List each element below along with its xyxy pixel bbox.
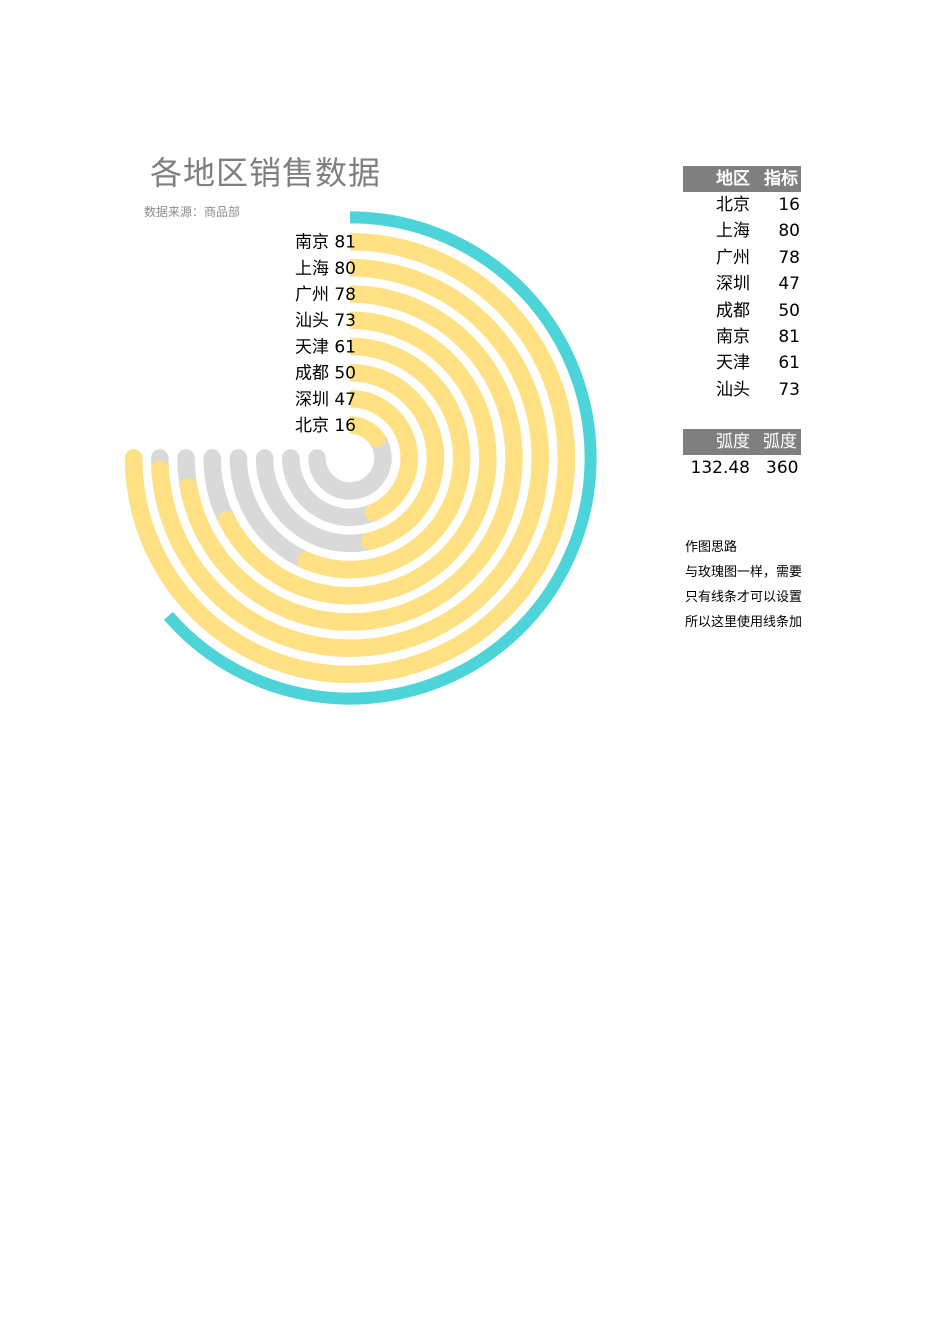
cell-metric: 73 bbox=[778, 379, 800, 400]
value-arc-上海 bbox=[151, 259, 549, 657]
cell-region: 天津 bbox=[716, 353, 750, 374]
arc-table-header: 弧度 弧度 bbox=[683, 429, 801, 455]
table-row: 汕头 73 bbox=[683, 377, 801, 403]
radial-bar-chart: 北京 16 深圳 47 成都 50 天津 61 汕头 73 广州 78 上海 80 南京 81 bbox=[124, 211, 597, 705]
value-arc-成都 bbox=[341, 363, 445, 550]
cell-region: 成都 bbox=[716, 300, 750, 321]
value-arc-深圳 bbox=[341, 390, 418, 522]
arc-table: 弧度 弧度 132.48 360 bbox=[683, 429, 801, 481]
notes-line: 与玫瑰图一样，需要 bbox=[685, 565, 801, 580]
value-arc-广州 bbox=[179, 285, 523, 631]
header-arc-2: 弧度 bbox=[763, 432, 797, 452]
value-arcs bbox=[124, 224, 576, 684]
notes: 作图思路 与玫瑰图一样，需要 只有线条才可以设置 所以这里使用线条加 bbox=[685, 538, 801, 638]
outer-arc bbox=[163, 211, 597, 705]
arc-value-1: 132.48 bbox=[690, 458, 750, 478]
table-row: 天津 61 bbox=[683, 350, 801, 376]
cell-metric: 81 bbox=[778, 326, 800, 347]
value-arc-北京 bbox=[341, 416, 386, 448]
category-label: 汕头 73 bbox=[295, 311, 356, 331]
value-arc-天津 bbox=[297, 337, 471, 579]
region-table: 地区 指标 北京 16 上海 80 广州 78 深圳 47 成都 50 南京 81 天津 61 汕头 73 bbox=[683, 166, 801, 403]
track-arc bbox=[255, 449, 386, 553]
header-region: 地区 bbox=[716, 169, 750, 189]
cell-metric: 47 bbox=[778, 274, 800, 295]
arc-table-row: 132.48 360 bbox=[683, 455, 801, 481]
arc-value-2: 360 bbox=[766, 458, 799, 478]
category-label: 成都 50 bbox=[295, 364, 356, 384]
cell-region: 上海 bbox=[716, 221, 750, 242]
value-arc-汕头 bbox=[218, 311, 497, 605]
cell-region: 广州 bbox=[716, 247, 750, 268]
header-metric: 指标 bbox=[764, 169, 798, 189]
notes-title: 作图思路 bbox=[685, 540, 738, 555]
value-arc-南京 bbox=[124, 232, 576, 684]
table-row: 上海 80 bbox=[683, 218, 801, 244]
chart-subtitle: 数据来源：商品部 bbox=[144, 205, 241, 219]
cell-region: 北京 bbox=[716, 195, 750, 215]
table-row: 北京 16 bbox=[683, 192, 801, 218]
category-label: 广州 78 bbox=[295, 285, 356, 305]
header-arc-1: 弧度 bbox=[716, 432, 750, 452]
category-label: 深圳 47 bbox=[295, 390, 356, 410]
category-label: 北京 16 bbox=[295, 416, 356, 436]
cell-metric: 80 bbox=[778, 221, 800, 242]
cell-region: 汕头 bbox=[716, 379, 750, 400]
track-arc bbox=[282, 449, 387, 526]
table-row: 成都 50 bbox=[683, 298, 801, 324]
table-row: 深圳 47 bbox=[683, 271, 801, 297]
cell-region: 南京 bbox=[716, 326, 750, 347]
region-table-header: 地区 指标 bbox=[683, 166, 801, 192]
cell-metric: 50 bbox=[778, 300, 800, 321]
category-label: 天津 61 bbox=[295, 337, 356, 357]
cap-mask bbox=[330, 224, 350, 260]
cell-metric: 61 bbox=[778, 353, 800, 374]
cell-metric: 78 bbox=[778, 247, 800, 268]
category-label: 上海 80 bbox=[295, 259, 356, 279]
cell-metric: 16 bbox=[778, 195, 800, 215]
category-label: 南京 81 bbox=[295, 233, 356, 253]
outer-arc bbox=[163, 211, 597, 705]
category-labels: 北京 16 深圳 47 成都 50 天津 61 汕头 73 广州 78 上海 80 南京 81 bbox=[295, 233, 356, 436]
table-row: 南京 81 bbox=[683, 324, 801, 350]
notes-line: 所以这里使用线条加 bbox=[685, 615, 801, 630]
chart-title: 各地区销售数据 bbox=[150, 154, 382, 192]
cell-region: 深圳 bbox=[716, 274, 750, 295]
track-arc bbox=[308, 427, 392, 500]
notes-line: 只有线条才可以设置 bbox=[685, 590, 801, 605]
table-row: 广州 78 bbox=[683, 245, 801, 271]
